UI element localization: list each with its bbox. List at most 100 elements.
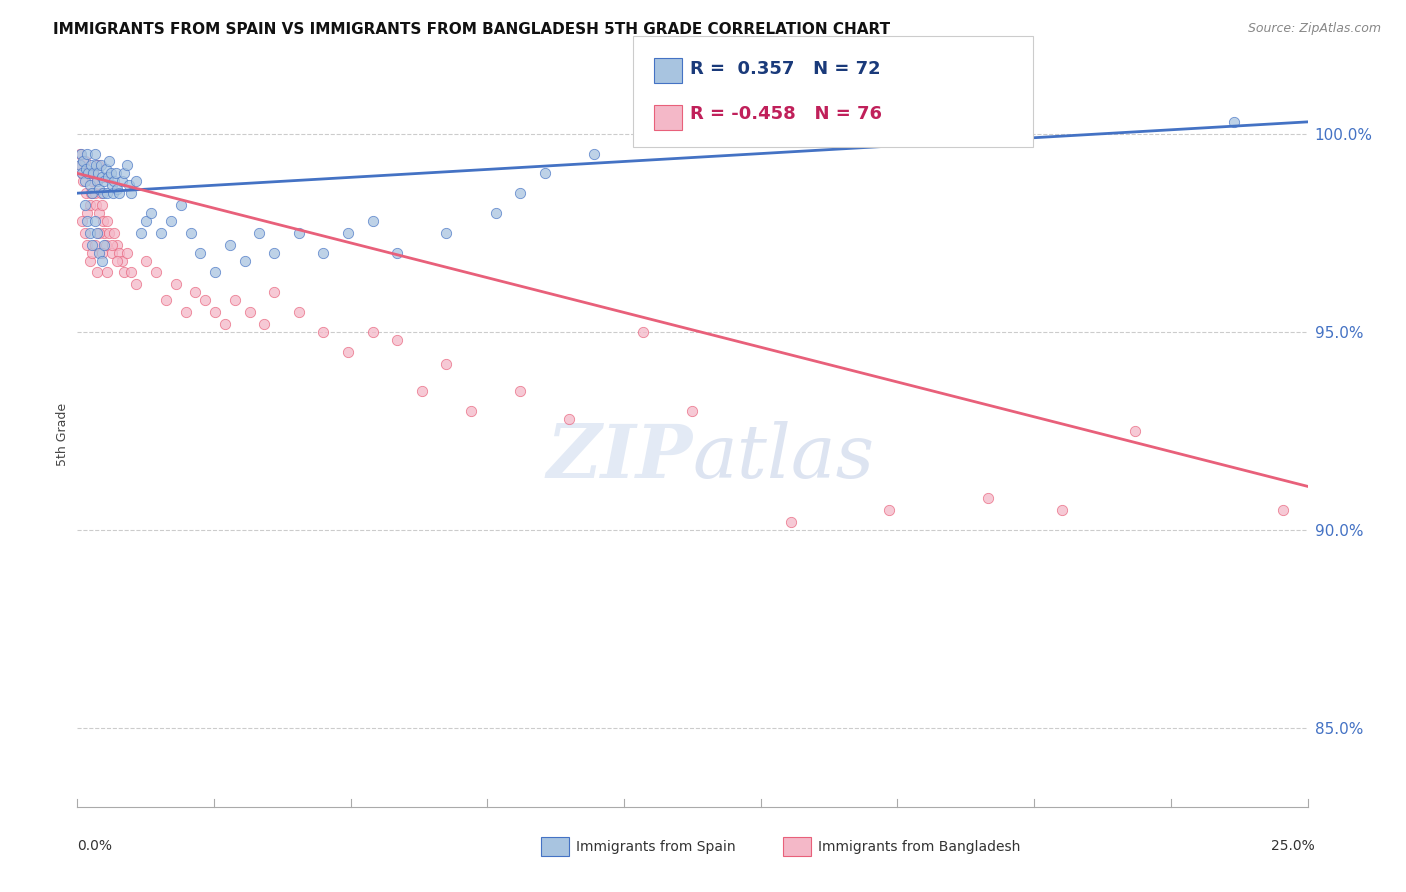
Point <box>112 265 135 279</box>
Point <box>131 226 153 240</box>
Point <box>93 226 115 240</box>
Point <box>170 198 193 212</box>
Point <box>387 333 409 347</box>
Point <box>108 186 131 201</box>
Point <box>90 158 112 172</box>
Point <box>879 503 901 517</box>
Point <box>977 107 1000 121</box>
Point <box>534 166 557 180</box>
Point <box>135 253 157 268</box>
Text: R = -0.458   N = 76: R = -0.458 N = 76 <box>690 105 883 123</box>
Point <box>436 357 458 371</box>
Point <box>87 166 110 180</box>
Text: atlas: atlas <box>693 421 875 493</box>
Point <box>583 146 606 161</box>
Point <box>70 214 93 228</box>
Point <box>98 226 121 240</box>
Point <box>160 214 183 228</box>
Point <box>105 253 128 268</box>
Point <box>80 158 103 172</box>
Point <box>312 325 335 339</box>
Point <box>77 166 100 180</box>
Point <box>83 214 105 228</box>
Point <box>93 174 115 188</box>
Point <box>214 317 236 331</box>
Point <box>86 174 108 188</box>
Point <box>135 214 157 228</box>
Point <box>118 178 141 193</box>
Point <box>125 174 148 188</box>
Point <box>121 265 143 279</box>
Point <box>101 237 124 252</box>
Point <box>145 265 167 279</box>
Point <box>80 186 103 201</box>
Point <box>233 253 256 268</box>
Point <box>558 412 581 426</box>
Point <box>89 226 111 240</box>
Point <box>115 158 138 172</box>
Point <box>70 166 93 180</box>
Point <box>70 158 93 172</box>
Point <box>98 154 121 169</box>
Text: IMMIGRANTS FROM SPAIN VS IMMIGRANTS FROM BANGLADESH 5TH GRADE CORRELATION CHART: IMMIGRANTS FROM SPAIN VS IMMIGRANTS FROM… <box>53 22 890 37</box>
Point <box>361 325 384 339</box>
Point <box>141 206 163 220</box>
Point <box>219 237 242 252</box>
Point <box>387 245 409 260</box>
Point <box>86 226 108 240</box>
Point <box>75 186 97 201</box>
Point <box>105 182 128 196</box>
Point <box>1223 115 1246 129</box>
Point <box>72 174 94 188</box>
Point <box>70 146 93 161</box>
Point <box>82 166 104 180</box>
Point <box>100 166 122 180</box>
Point <box>87 158 110 172</box>
Point <box>82 166 104 180</box>
Point <box>91 186 114 201</box>
Point <box>288 305 311 319</box>
Point <box>204 265 226 279</box>
Point <box>150 226 173 240</box>
Point <box>79 253 101 268</box>
Point <box>485 206 508 220</box>
Point <box>249 226 271 240</box>
Point <box>79 198 101 212</box>
Point <box>82 186 104 201</box>
Text: Immigrants from Bangladesh: Immigrants from Bangladesh <box>818 839 1021 854</box>
Point <box>96 186 118 201</box>
Point <box>977 491 1000 506</box>
Point <box>76 146 98 161</box>
Point <box>337 344 360 359</box>
Point <box>224 293 246 307</box>
Point <box>73 154 96 169</box>
Point <box>288 226 311 240</box>
Text: Source: ZipAtlas.com: Source: ZipAtlas.com <box>1247 22 1381 36</box>
Point <box>84 158 107 172</box>
Point <box>82 245 104 260</box>
Point <box>312 245 335 260</box>
Point <box>111 174 134 188</box>
Point <box>86 174 108 188</box>
Point <box>190 245 212 260</box>
Point <box>263 245 285 260</box>
Point <box>91 214 114 228</box>
Point <box>73 174 96 188</box>
Point <box>361 214 384 228</box>
Point <box>155 293 177 307</box>
Point <box>682 404 704 418</box>
Point <box>111 253 134 268</box>
Point <box>70 166 93 180</box>
Text: Immigrants from Spain: Immigrants from Spain <box>576 839 737 854</box>
Point <box>73 198 96 212</box>
Point <box>101 245 124 260</box>
Point <box>94 162 117 177</box>
Point <box>83 186 105 201</box>
Point <box>83 237 105 252</box>
Point <box>1050 503 1073 517</box>
Point <box>82 174 104 188</box>
Y-axis label: 5th Grade: 5th Grade <box>56 403 69 467</box>
Point <box>184 285 207 300</box>
Point <box>89 182 111 196</box>
Point <box>165 277 187 292</box>
